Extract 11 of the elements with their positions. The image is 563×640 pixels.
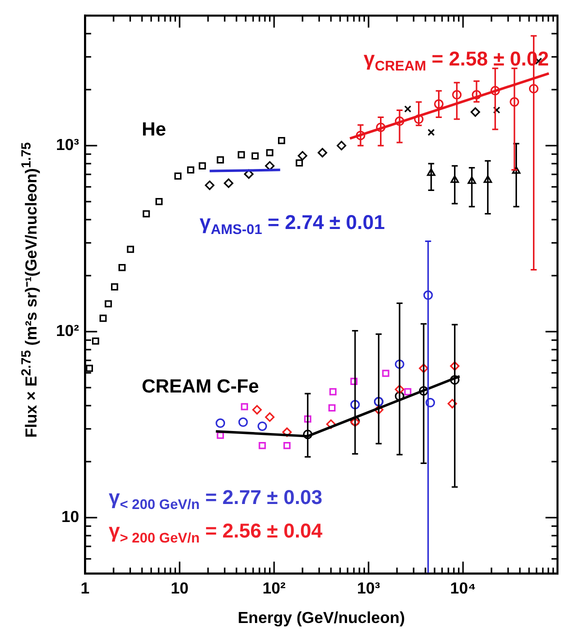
x-tick-label: 10³	[356, 580, 380, 598]
x-tick-label: 1	[80, 580, 90, 598]
y-tick-label: 10³	[56, 137, 80, 154]
annotation: He	[142, 120, 166, 141]
x-tick-label: 10²	[262, 580, 286, 598]
x-tick-label: 10	[170, 580, 189, 598]
y-tick-label: 10	[61, 509, 80, 526]
annotation: CREAM C-Fe	[142, 376, 259, 398]
y-tick-label: 10²	[56, 323, 80, 340]
x-tick-label: 10⁴	[450, 580, 476, 598]
x-axis-title: Energy (GeV/nucleon)	[238, 610, 405, 627]
